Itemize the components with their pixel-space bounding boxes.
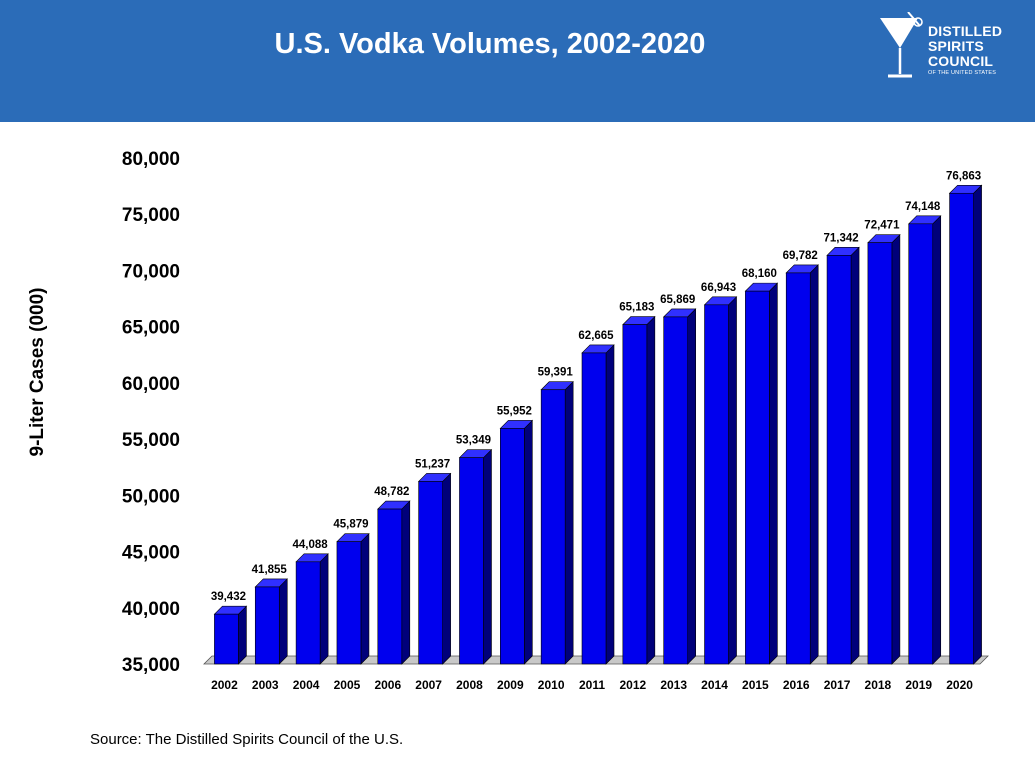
header-banner: U.S. Vodka Volumes, 2002-2020 DISTILLED … xyxy=(0,0,1035,122)
bar-2018 xyxy=(867,242,893,665)
x-tick-label-2006: 2006 xyxy=(374,678,401,692)
bar-side-2013 xyxy=(687,308,696,665)
bar-side-2003 xyxy=(278,578,288,665)
x-tick-label-2014: 2014 xyxy=(701,678,728,692)
x-tick-label-2005: 2005 xyxy=(334,678,361,692)
y-tick-label: 70,000 xyxy=(122,261,180,282)
y-tick-label: 40,000 xyxy=(122,599,180,620)
bar-2002 xyxy=(214,613,239,665)
logo-subline: OF THE UNITED STATES xyxy=(928,70,997,76)
data-label-2010: 59,391 xyxy=(538,367,574,379)
bar-side-2019 xyxy=(932,215,942,665)
bar-2010 xyxy=(540,389,566,665)
x-tick-label-2020: 2020 xyxy=(946,678,973,692)
bar-side-2005 xyxy=(360,532,370,665)
bar-2014 xyxy=(704,304,729,665)
bar-2016 xyxy=(785,272,811,665)
x-tick-label-2010: 2010 xyxy=(538,678,565,692)
bar-2003 xyxy=(254,586,280,665)
bar-side-2008 xyxy=(483,448,492,665)
bar-side-2014 xyxy=(728,296,737,665)
x-tick-label-2015: 2015 xyxy=(742,678,769,692)
y-tick-label: 50,000 xyxy=(122,486,180,507)
data-label-2007: 51,237 xyxy=(415,458,450,470)
data-label-2020: 76,863 xyxy=(946,170,981,182)
bar-side-2015 xyxy=(769,282,778,665)
y-tick-label: 55,000 xyxy=(122,430,180,451)
y-tick-label: 45,000 xyxy=(122,543,180,564)
bar-2004 xyxy=(295,561,321,665)
data-label-2018: 72,471 xyxy=(864,220,900,232)
data-label-2013: 65,869 xyxy=(660,294,695,306)
x-tick-label-2016: 2016 xyxy=(783,678,810,692)
x-tick-label-2002: 2002 xyxy=(211,678,238,692)
page-title: U.S. Vodka Volumes, 2002-2020 xyxy=(274,28,706,60)
bar-side-2012 xyxy=(646,315,656,665)
data-label-2011: 62,665 xyxy=(578,330,614,342)
bar-2017 xyxy=(826,255,852,665)
bar-2006 xyxy=(377,508,403,665)
data-label-2017: 71,342 xyxy=(823,232,858,244)
x-tick-label-2019: 2019 xyxy=(905,678,932,692)
logo: DISTILLED SPIRITS COUNCIL OF THE UNITED … xyxy=(878,12,1028,84)
data-label-2015: 68,160 xyxy=(742,268,777,280)
x-tick-label-2004: 2004 xyxy=(293,678,320,692)
bar-side-2007 xyxy=(442,472,451,665)
bar-2020 xyxy=(949,192,974,665)
data-label-2012: 65,183 xyxy=(619,302,654,314)
bar-2005 xyxy=(336,541,362,665)
x-tick-label-2007: 2007 xyxy=(415,678,442,692)
data-label-2003: 41,855 xyxy=(252,564,288,576)
x-tick-label-2003: 2003 xyxy=(252,678,279,692)
logo-line-2: SPIRITS xyxy=(928,38,984,54)
data-label-2002: 39,432 xyxy=(211,591,246,603)
bar-side-2002 xyxy=(238,605,247,665)
y-tick-label: 75,000 xyxy=(122,205,180,226)
bar-side-2018 xyxy=(891,233,901,665)
x-tick-label-2009: 2009 xyxy=(497,678,524,692)
bar-side-2006 xyxy=(401,500,411,665)
bar-side-2009 xyxy=(524,419,533,665)
x-tick-label-2018: 2018 xyxy=(865,678,892,692)
data-label-2016: 69,782 xyxy=(783,250,818,262)
bar-side-2016 xyxy=(809,264,819,665)
x-tick-label-2011: 2011 xyxy=(579,678,605,692)
bar-2009 xyxy=(500,428,525,665)
bar-side-2011 xyxy=(605,344,615,665)
logo-line-3: COUNCIL xyxy=(928,53,994,69)
y-tick-label: 80,000 xyxy=(122,149,180,170)
bar-side-2020 xyxy=(973,184,982,665)
data-label-2006: 48,782 xyxy=(374,486,409,498)
x-tick-label-2017: 2017 xyxy=(824,678,851,692)
bar-2007 xyxy=(418,481,443,665)
y-tick-label: 60,000 xyxy=(122,374,180,395)
bar-2015 xyxy=(745,290,770,665)
bar-2011 xyxy=(581,352,607,665)
x-tick-label-2012: 2012 xyxy=(619,678,646,692)
bar-2019 xyxy=(908,223,934,665)
data-label-2005: 45,879 xyxy=(333,519,368,531)
martini-glass-icon xyxy=(880,12,923,78)
data-label-2008: 53,349 xyxy=(456,435,491,447)
y-tick-label: 65,000 xyxy=(122,318,180,339)
bar-side-2004 xyxy=(319,553,329,665)
bar-2012 xyxy=(622,324,648,665)
bar-side-2010 xyxy=(564,381,574,665)
bar-2013 xyxy=(663,316,688,665)
bar-side-2017 xyxy=(850,246,860,665)
source-note: Source: The Distilled Spirits Council of… xyxy=(90,731,404,748)
data-label-2014: 66,943 xyxy=(701,282,736,294)
x-tick-label-2013: 2013 xyxy=(660,678,687,692)
bar-2008 xyxy=(459,457,484,665)
x-tick-label-2008: 2008 xyxy=(456,678,483,692)
data-label-2009: 55,952 xyxy=(497,405,532,417)
logo-line-1: DISTILLED xyxy=(928,23,1003,39)
data-label-2004: 44,088 xyxy=(293,539,329,551)
y-tick-label: 35,000 xyxy=(122,655,180,676)
data-label-2019: 74,148 xyxy=(905,201,941,213)
